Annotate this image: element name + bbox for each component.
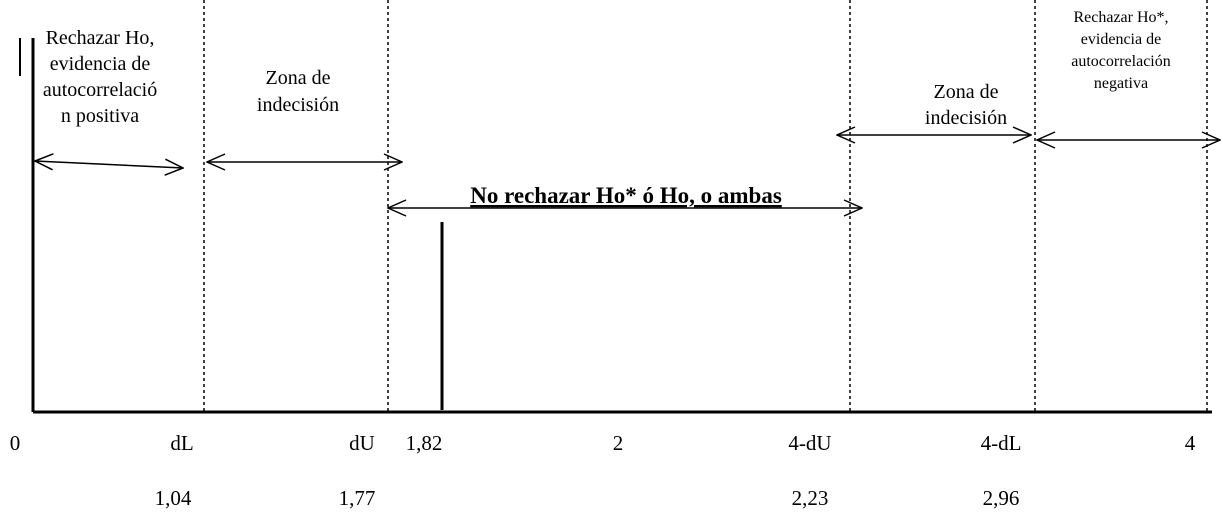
region-label: indecisión bbox=[925, 107, 1007, 129]
region-label: evidencia de bbox=[50, 53, 151, 75]
value-label: 1,77 bbox=[339, 486, 376, 510]
region-label: autocorrelació bbox=[43, 79, 157, 101]
region-label: negativa bbox=[1094, 75, 1148, 92]
region-label: Zona de bbox=[934, 81, 999, 103]
tick-label: 4-dU bbox=[788, 431, 831, 455]
tick-label: 1,82 bbox=[406, 431, 443, 455]
tick-label: 4 bbox=[1185, 431, 1196, 455]
tick-label: 4-dL bbox=[981, 431, 1022, 455]
tick-label: 2 bbox=[613, 431, 624, 455]
region-label: indecisión bbox=[257, 94, 339, 116]
region-label: No rechazar Ho* ó Ho, o ambas bbox=[470, 183, 782, 208]
value-label: 2,96 bbox=[983, 486, 1020, 510]
arrow bbox=[35, 161, 183, 168]
region-label: Rechazar Ho*, bbox=[1073, 9, 1168, 26]
region-label: Rechazar Ho, bbox=[46, 27, 155, 49]
region-label: evidencia de bbox=[1081, 31, 1161, 48]
region-label: autocorrelación bbox=[1071, 53, 1171, 70]
region-label: Zona de bbox=[266, 67, 331, 89]
region-label: n positiva bbox=[61, 105, 139, 127]
tick-label: dU bbox=[349, 431, 375, 455]
value-label: 2,23 bbox=[792, 486, 829, 510]
tick-label: 0 bbox=[10, 431, 21, 455]
value-label: 1,04 bbox=[155, 486, 192, 510]
tick-label: dL bbox=[170, 431, 193, 455]
